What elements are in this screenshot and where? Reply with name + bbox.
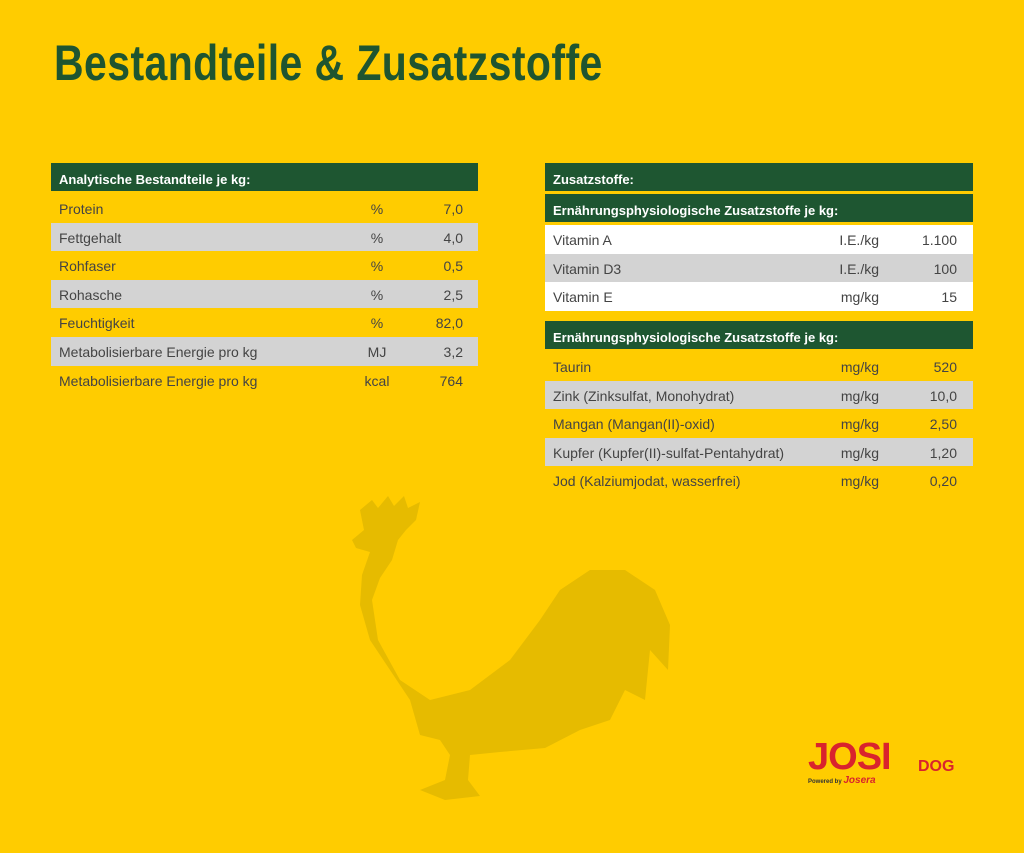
row-value: 0,5 [443, 258, 463, 275]
row-value: 2,5 [443, 286, 463, 303]
row-label: Vitamin E [553, 289, 613, 306]
table-header: Zusatzstoffe: [545, 163, 973, 191]
row-unit: % [370, 258, 384, 275]
table-row: Taurin mg/kg 520 [545, 352, 973, 381]
row-label: Fettgehalt [59, 229, 122, 246]
logo: JOSI DOG Powered by Josera [808, 736, 954, 786]
row-value: 4,0 [443, 229, 463, 246]
row-unit: kcal [364, 372, 390, 389]
table-header: Analytische Bestandteile je kg: [51, 163, 478, 191]
row-label: Feuchtigkeit [59, 315, 135, 332]
row-unit: % [370, 201, 384, 217]
row-label: Rohfaser [59, 258, 116, 275]
table-row: Jod (Kalziumjodat, wasserfrei) mg/kg 0,20 [545, 466, 973, 495]
table-row: Rohasche% 2,5 [51, 279, 478, 309]
row-unit: mg/kg [840, 387, 879, 404]
row-unit: mg/kg [840, 473, 879, 490]
row-label: Taurin [553, 359, 592, 375]
row-value: 2,50 [929, 416, 957, 433]
maker: Josera [843, 775, 876, 786]
row-label: Vitamin D3 [553, 260, 622, 277]
powered-text: Powered by [808, 779, 842, 785]
row-value: 1.100 [921, 232, 957, 248]
row-label: Mangan (Mangan(II)-oxid) [553, 416, 715, 433]
row-unit: I.E./kg [839, 260, 879, 277]
table-row: Zink (Zinksulfat, Monohydrat) mg/kg 10,0 [545, 380, 973, 410]
analytic-table: Analytische Bestandteile je kg: Protein%… [51, 163, 478, 394]
row-value: 3,2 [443, 343, 463, 360]
row-unit: mg/kg [840, 416, 879, 433]
row-label: Protein [59, 201, 104, 217]
trace-table: Ernährungsphysiologische Zusatzstoffe je… [545, 321, 973, 495]
row-value: 15 [941, 289, 957, 306]
row-label: Rohasche [59, 286, 123, 303]
row-unit: mg/kg [840, 289, 879, 306]
table-row: Vitamin E mg/kg 15 [545, 282, 973, 311]
table-row: Metabolisierbare Energie pro kg MJ 3,2 [51, 336, 478, 366]
row-label: Zink (Zinksulfat, Monohydrat) [553, 387, 735, 404]
table-row: Kupfer (Kupfer(II)-sulfat-Pentahydrat) mg… [545, 437, 973, 467]
table-row: Vitamin D3 I.E./kg 100 [545, 253, 973, 283]
row-label: Metabolisierbare Energie pro kg [59, 372, 258, 389]
logo-suffix: DOG [918, 758, 955, 775]
table-row: Vitamin A I.E./kg 1.100 [545, 225, 973, 254]
row-value: 100 [933, 260, 957, 277]
row-value: 764 [439, 372, 463, 389]
row-unit: % [370, 229, 384, 246]
row-unit: mg/kg [840, 359, 879, 375]
table-subheader: Ernährungsphysiologische Zusatzstoffe je… [545, 194, 973, 222]
table-row: Mangan (Mangan(II)-oxid) mg/kg 2,50 [545, 409, 973, 438]
row-label: Metabolisierbare Energie pro kg [59, 343, 258, 360]
row-value: 1,20 [929, 444, 957, 461]
logo-brand: JOSI [808, 736, 892, 778]
additives-table: Zusatzstoffe: Ernährungsphysiologische Z… [545, 163, 973, 311]
row-unit: % [370, 286, 384, 303]
row-value: 520 [933, 359, 957, 375]
logo-powered: Powered by Josera [808, 775, 891, 786]
row-unit: mg/kg [840, 444, 879, 461]
row-label: Vitamin A [553, 232, 612, 248]
row-value: 7,0 [443, 201, 463, 217]
row-unit: I.E./kg [839, 232, 879, 248]
row-label: Jod (Kalziumjodat, wasserfrei) [553, 473, 741, 490]
row-label: Kupfer (Kupfer(II)-sulfat-Pentahydrat) [553, 444, 785, 461]
table-row: Rohfaser% 0,5 [51, 251, 478, 280]
table-row: Fettgehalt% 4,0 [51, 222, 478, 252]
row-value: 82,0 [435, 315, 463, 332]
row-unit: MJ [367, 343, 387, 360]
table-row: Protein% 7,0 [51, 194, 478, 223]
row-value: 10,0 [929, 387, 957, 404]
table-row: Feuchtigkeit% 82,0 [51, 308, 478, 337]
table-header: Ernährungsphysiologische Zusatzstoffe je… [545, 321, 973, 349]
table-row: Metabolisierbare Energie pro kg kcal 764 [51, 366, 478, 395]
title: Bestandteile & Zusatzstoffe [54, 35, 603, 91]
row-value: 0,20 [929, 473, 957, 490]
row-unit: % [370, 315, 384, 332]
